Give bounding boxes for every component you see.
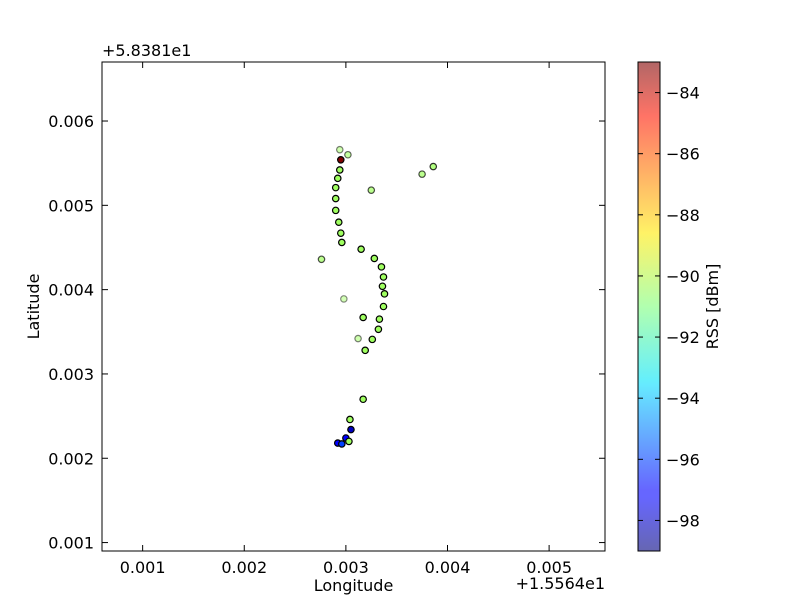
x-axis-offset-label: +1.5564e1 <box>516 574 605 593</box>
data-point <box>367 186 376 194</box>
colorbar-tick-label: −90 <box>666 267 700 286</box>
data-point <box>361 346 369 355</box>
y-tick-label: 0.001 <box>48 534 94 553</box>
data-point <box>379 273 388 281</box>
colorbar-tick-label: −92 <box>666 328 700 347</box>
data-point <box>418 170 426 178</box>
y-axis-offset-label: +5.8381e1 <box>102 41 191 60</box>
data-point <box>336 229 345 237</box>
colorbar-tick-label: −98 <box>666 511 700 530</box>
colorbar-label: RSS [dBm] <box>703 264 722 350</box>
data-point <box>334 218 343 226</box>
data-point <box>336 156 345 164</box>
data-point <box>317 255 326 264</box>
data-point <box>380 290 389 298</box>
x-axis-label: Longitude <box>314 576 394 595</box>
plot-area <box>101 61 606 552</box>
data-point <box>429 162 438 171</box>
x-tick-label: 0.003 <box>323 558 369 577</box>
data-point <box>368 335 377 344</box>
y-axis-label: Latitude <box>24 274 43 340</box>
x-tick-label: 0.001 <box>120 558 166 577</box>
colorbar-tick-label: −86 <box>666 145 700 164</box>
y-axis-ticks: 0.001 0.002 0.003 0.004 0.005 0.006 <box>48 112 605 553</box>
data-point <box>377 263 386 271</box>
x-tick-label: 0.005 <box>526 558 572 577</box>
colorbar-ticks: −84 −86 −88 −90 −92 −94 −96 −98 <box>638 84 700 530</box>
colorbar-tick-label: −88 <box>666 206 700 225</box>
data-point <box>375 315 384 323</box>
colorbar-gradient <box>637 61 661 552</box>
data-point <box>359 313 367 322</box>
data-point <box>357 245 365 253</box>
colorbar-tick-label: −96 <box>666 450 700 469</box>
data-point <box>344 150 352 159</box>
data-point <box>331 206 340 215</box>
colorbar-tick-label: −94 <box>666 389 700 408</box>
data-point <box>354 334 362 343</box>
y-tick-label: 0.003 <box>48 365 94 384</box>
data-point <box>359 395 367 404</box>
data-point <box>335 166 344 174</box>
data-points <box>317 145 438 448</box>
data-point <box>338 440 346 448</box>
data-point <box>340 295 348 303</box>
y-tick-label: 0.005 <box>48 196 94 215</box>
data-point <box>347 425 355 434</box>
data-point <box>379 302 388 311</box>
data-point <box>374 325 383 334</box>
x-axis-ticks: 0.001 0.002 0.003 0.004 0.005 <box>120 62 572 577</box>
y-tick-label: 0.004 <box>48 281 94 300</box>
y-tick-label: 0.006 <box>48 112 94 131</box>
data-point <box>346 415 354 424</box>
data-point <box>333 174 342 183</box>
colorbar-tick-label: −84 <box>666 84 700 103</box>
data-point <box>331 194 340 203</box>
data-point <box>370 254 379 263</box>
data-point <box>338 238 346 247</box>
data-point <box>335 145 344 154</box>
data-point <box>378 282 387 291</box>
x-tick-label: 0.002 <box>221 558 267 577</box>
data-point <box>345 437 353 446</box>
y-tick-label: 0.002 <box>48 449 94 468</box>
data-point <box>331 183 340 192</box>
colorbar: −84 −86 −88 −90 −92 −94 −96 −98 RSS [dBm] <box>637 61 722 552</box>
x-tick-label: 0.004 <box>425 558 471 577</box>
